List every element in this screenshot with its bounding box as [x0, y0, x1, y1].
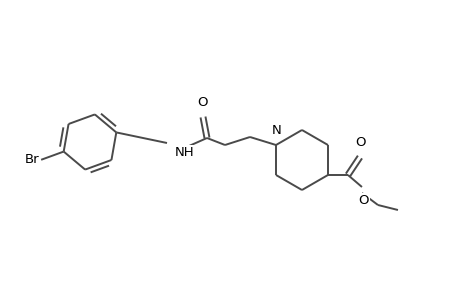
Text: N: N	[272, 124, 281, 137]
Text: NH: NH	[174, 146, 194, 159]
Text: O: O	[358, 194, 369, 207]
Text: O: O	[197, 96, 208, 109]
Text: Br: Br	[24, 153, 39, 166]
Text: O: O	[355, 136, 365, 149]
